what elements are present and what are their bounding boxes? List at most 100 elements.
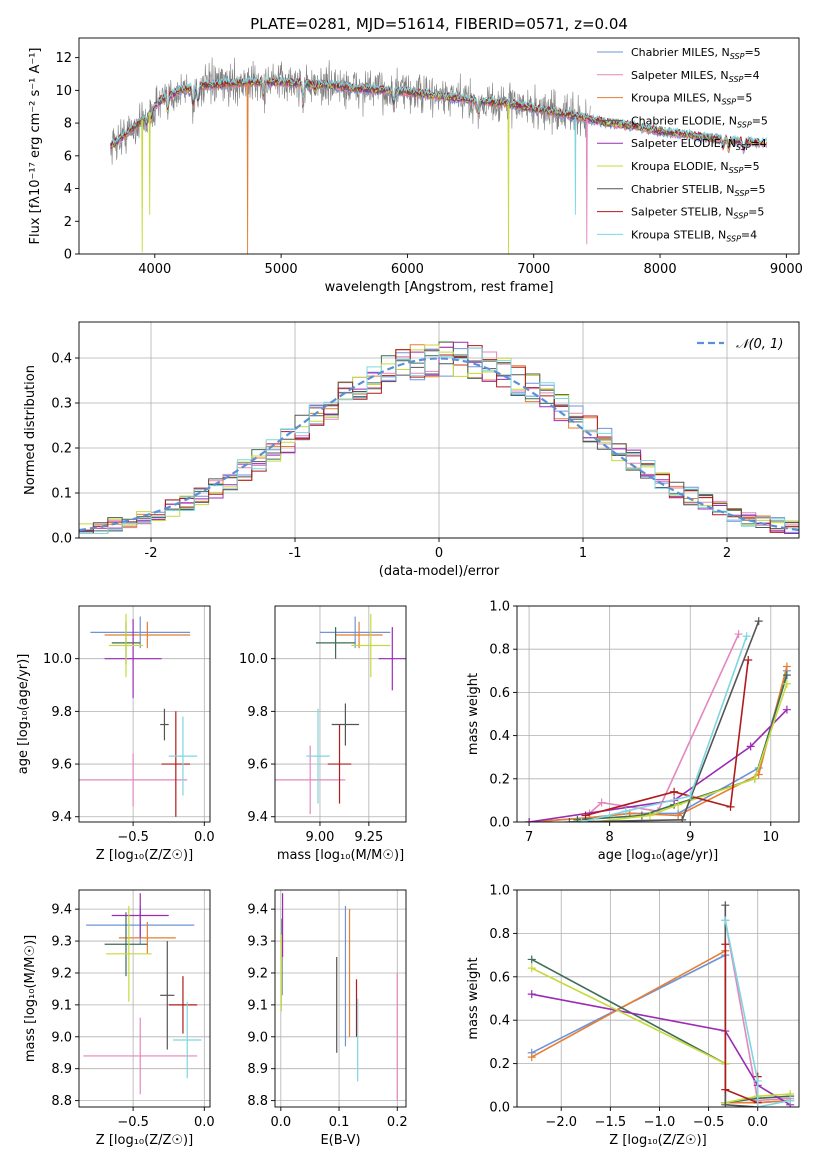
mass_weight_vs_Z-ytick-label: 0.6 — [489, 970, 510, 985]
mass_vs_Z-frame — [78, 889, 211, 1108]
age_vs_mass-plot-area — [275, 613, 406, 815]
marker-kroupa_miles — [674, 811, 683, 820]
spectrum-xtick-label: 8000 — [644, 262, 677, 277]
marker-kroupa_stelib — [721, 916, 730, 925]
marker-chabrier_elodie — [573, 815, 582, 822]
legend-subscript: SSP — [730, 52, 745, 61]
marker-kroupa_miles — [527, 1053, 536, 1062]
marker-salpeter_miles — [734, 630, 743, 639]
mass_vs_Z-xtick-label: −0.5 — [117, 1115, 149, 1130]
mass_vs_Z-ytick-label: 9.3 — [51, 935, 72, 950]
mass_vs_Z-ylabel: mass [log₁₀(M/M☉)] — [23, 935, 38, 1062]
spectrum-dip — [246, 82, 249, 254]
age_vs_mass-ytick-label: 9.6 — [247, 758, 268, 773]
legend-label-salpeter_stelib: Salpeter STELIB, NSSP=5 — [631, 206, 764, 221]
errorbar-salpeter_miles — [275, 745, 346, 815]
mass_vs_Z-ytick-label: 9.1 — [51, 998, 72, 1013]
age_vs_Z-xtick-label: −0.5 — [117, 830, 149, 845]
errorbar-chabrier_elodie — [104, 912, 148, 977]
marker-chabrier_stelib — [721, 901, 730, 910]
spectrum-dip — [585, 118, 588, 245]
marker-kroupa_elodie — [645, 811, 654, 820]
spectrum-ytick-label: 6 — [64, 149, 72, 164]
errorbar-kroupa_stelib — [306, 708, 330, 804]
errorbar-kroupa_miles — [104, 621, 191, 649]
mass_weight_vs_Z-panel: −2.0 −1.5 −1.0 −0.5 0.0 0.0 0.2 0.4 0.6 0.8 1.0 Z [… — [466, 884, 800, 1148]
residuals-ytick-label: 0.3 — [51, 397, 72, 412]
errorbar-salpeter_elodie — [378, 627, 406, 691]
residuals-ytick-label: 0.1 — [51, 487, 72, 502]
legend-count: =5 — [749, 183, 765, 196]
legend-subscript: SSP — [733, 212, 748, 221]
marker-kroupa_elodie — [750, 774, 759, 783]
mass_vs_Z-plot-area — [83, 893, 202, 1095]
spectrum-ylabel: Flux [fλ10⁻¹⁷ erg cm⁻² s⁻¹ A⁻¹] — [28, 48, 43, 245]
marker-chabrier_elodie — [527, 955, 536, 964]
marker-salpeter_elodie — [527, 990, 536, 999]
mass_weight_vs_Z-xtick-label: −1.0 — [644, 1115, 676, 1130]
spectrum-xtick-label: 7000 — [517, 262, 550, 277]
marker-kroupa_stelib — [753, 1076, 762, 1085]
residuals-xtick-label: -1 — [289, 546, 302, 561]
spectrum-legend: Chabrier MILES, NSSP=5 Salpeter MILES, NS… — [597, 46, 768, 243]
marker-salpeter_miles — [597, 798, 606, 807]
mass_weight_vs_Z-plot-area — [527, 901, 795, 1107]
errorbar-salpeter_elodie — [111, 893, 169, 938]
legend-count: =4 — [743, 69, 759, 82]
age_vs_Z-ylabel: age [log₁₀(age/yr)] — [16, 654, 31, 775]
age_vs_Z-ytick-label: 9.4 — [51, 810, 72, 825]
mass_vs_Z-panel: −0.5 0.0 8.8 8.9 9.0 9.1 9.2 9.3 9.4 Z [log₁₀(Z/Z… — [23, 889, 215, 1148]
mass_weight_vs_age-ytick-label: 1.0 — [489, 600, 510, 615]
mass_weight_vs_Z-ytick-label: 0.0 — [489, 1101, 510, 1116]
age_vs_Z-ytick-label: 9.8 — [51, 705, 72, 720]
legend-count: =4 — [751, 137, 767, 150]
legend-subscript: SSP — [736, 143, 751, 152]
marker-salpeter_stelib — [670, 787, 679, 796]
age_vs_Z-xlabel: Z [log₁₀(Z/Z☉)] — [96, 848, 193, 863]
residuals-ytick-label: 0.4 — [51, 352, 72, 367]
legend-count: =5 — [743, 160, 759, 173]
marker-salpeter_stelib — [721, 1085, 730, 1094]
spectrum-dip — [507, 103, 510, 254]
mass_vs_Z-ytick-label: 9.0 — [51, 1030, 72, 1045]
mass_weight_vs_Z-frame — [516, 889, 800, 1108]
residuals-plot-area — [79, 341, 799, 538]
legend-subscript: SSP — [735, 189, 750, 198]
mass_vs_EBV-ytick-label: 9.3 — [247, 935, 268, 950]
marker-salpeter_elodie — [782, 705, 791, 714]
line-salpeter_stelib — [585, 659, 749, 817]
marker-chabrier_stelib — [678, 815, 687, 822]
marker-kroupa_stelib — [742, 632, 751, 641]
legend-count: =4 — [741, 228, 757, 241]
errorbar-salpeter_elodie — [104, 619, 162, 699]
spectrum-plot-area — [110, 57, 768, 254]
spectrum-model-kroupa_stelib — [110, 76, 768, 149]
marker-salpeter_stelib — [744, 656, 753, 664]
mass_weight_vs_Z-xtick-label: −0.5 — [693, 1115, 725, 1130]
legend-label-salpeter_elodie: Salpeter ELODIE, NSSP=4 — [631, 137, 767, 152]
mass_vs_EBV-ytick-label: 8.8 — [247, 1094, 268, 1109]
mass_vs_EBV-ytick-label: 9.2 — [247, 966, 268, 981]
mass_vs_EBV-ytick-label: 9.0 — [247, 1030, 268, 1045]
mass_weight_vs_age-plot-area — [525, 617, 791, 822]
spectrum-xtick-label: 9000 — [770, 262, 803, 277]
marker-kroupa_stelib — [621, 807, 630, 816]
mass_weight_vs_age-ytick-label: 0.6 — [489, 686, 510, 701]
age_vs_Z-panel: −0.5 0.0 9.4 9.6 9.8 10.0 Z [log₁₀(Z/Z☉)] age [… — [16, 605, 215, 863]
normal-legend-label: 𝒩(0, 1) — [736, 337, 783, 352]
mass_weight_vs_age-xtick-label: 8 — [606, 830, 614, 845]
legend-label-chabrier_miles: Chabrier MILES, NSSP=5 — [631, 46, 761, 61]
residuals-ylabel: Normed distribution — [23, 365, 38, 495]
spectrum-xtick-label: 5000 — [265, 262, 298, 277]
errorbar-chabrier_stelib — [160, 708, 169, 741]
marker-kroupa_elodie — [782, 679, 791, 688]
mass_vs_Z-ytick-label: 9.4 — [51, 903, 72, 918]
mass_vs_EBV-ytick-label: 8.9 — [247, 1062, 268, 1077]
mass_weight_vs_Z-ylabel: mass weight — [466, 957, 481, 1039]
errorbar-salpeter_stelib — [168, 976, 198, 1034]
age_vs_mass-xtick-label: 9.25 — [354, 830, 383, 845]
spectrum-dip — [148, 111, 151, 215]
mass_weight_vs_Z-ytick-label: 0.8 — [489, 927, 510, 942]
mass_vs_EBV-ytick-label: 9.1 — [247, 998, 268, 1013]
